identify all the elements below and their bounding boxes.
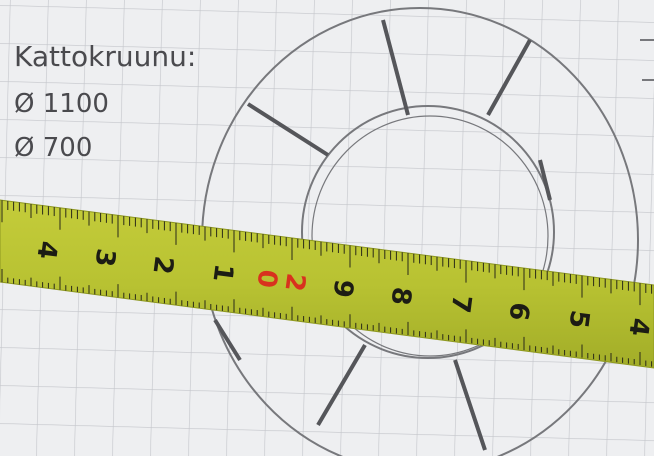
tape-number: 8 [384,285,416,307]
photo: Kattokruunu: Ø 1100 Ø 700 432102987654 [0,0,654,456]
note-item: Ø 1100 [14,89,109,119]
tape-number: 2 [278,271,310,293]
note-item: Ø 700 [14,133,92,163]
tape-number: 1 [206,262,238,284]
tape-number: 7 [444,293,476,315]
tape-number: 5 [562,308,594,330]
tape-number: 2 [146,254,178,276]
tape-number: 0 [250,268,282,290]
tape-number: 6 [502,300,534,322]
tape-number: 3 [88,247,120,269]
tape-number: 4 [622,316,654,338]
tape-number: 4 [30,239,62,261]
tape-number: 9 [326,278,358,300]
note-title: Kattokruunu: [14,40,196,73]
